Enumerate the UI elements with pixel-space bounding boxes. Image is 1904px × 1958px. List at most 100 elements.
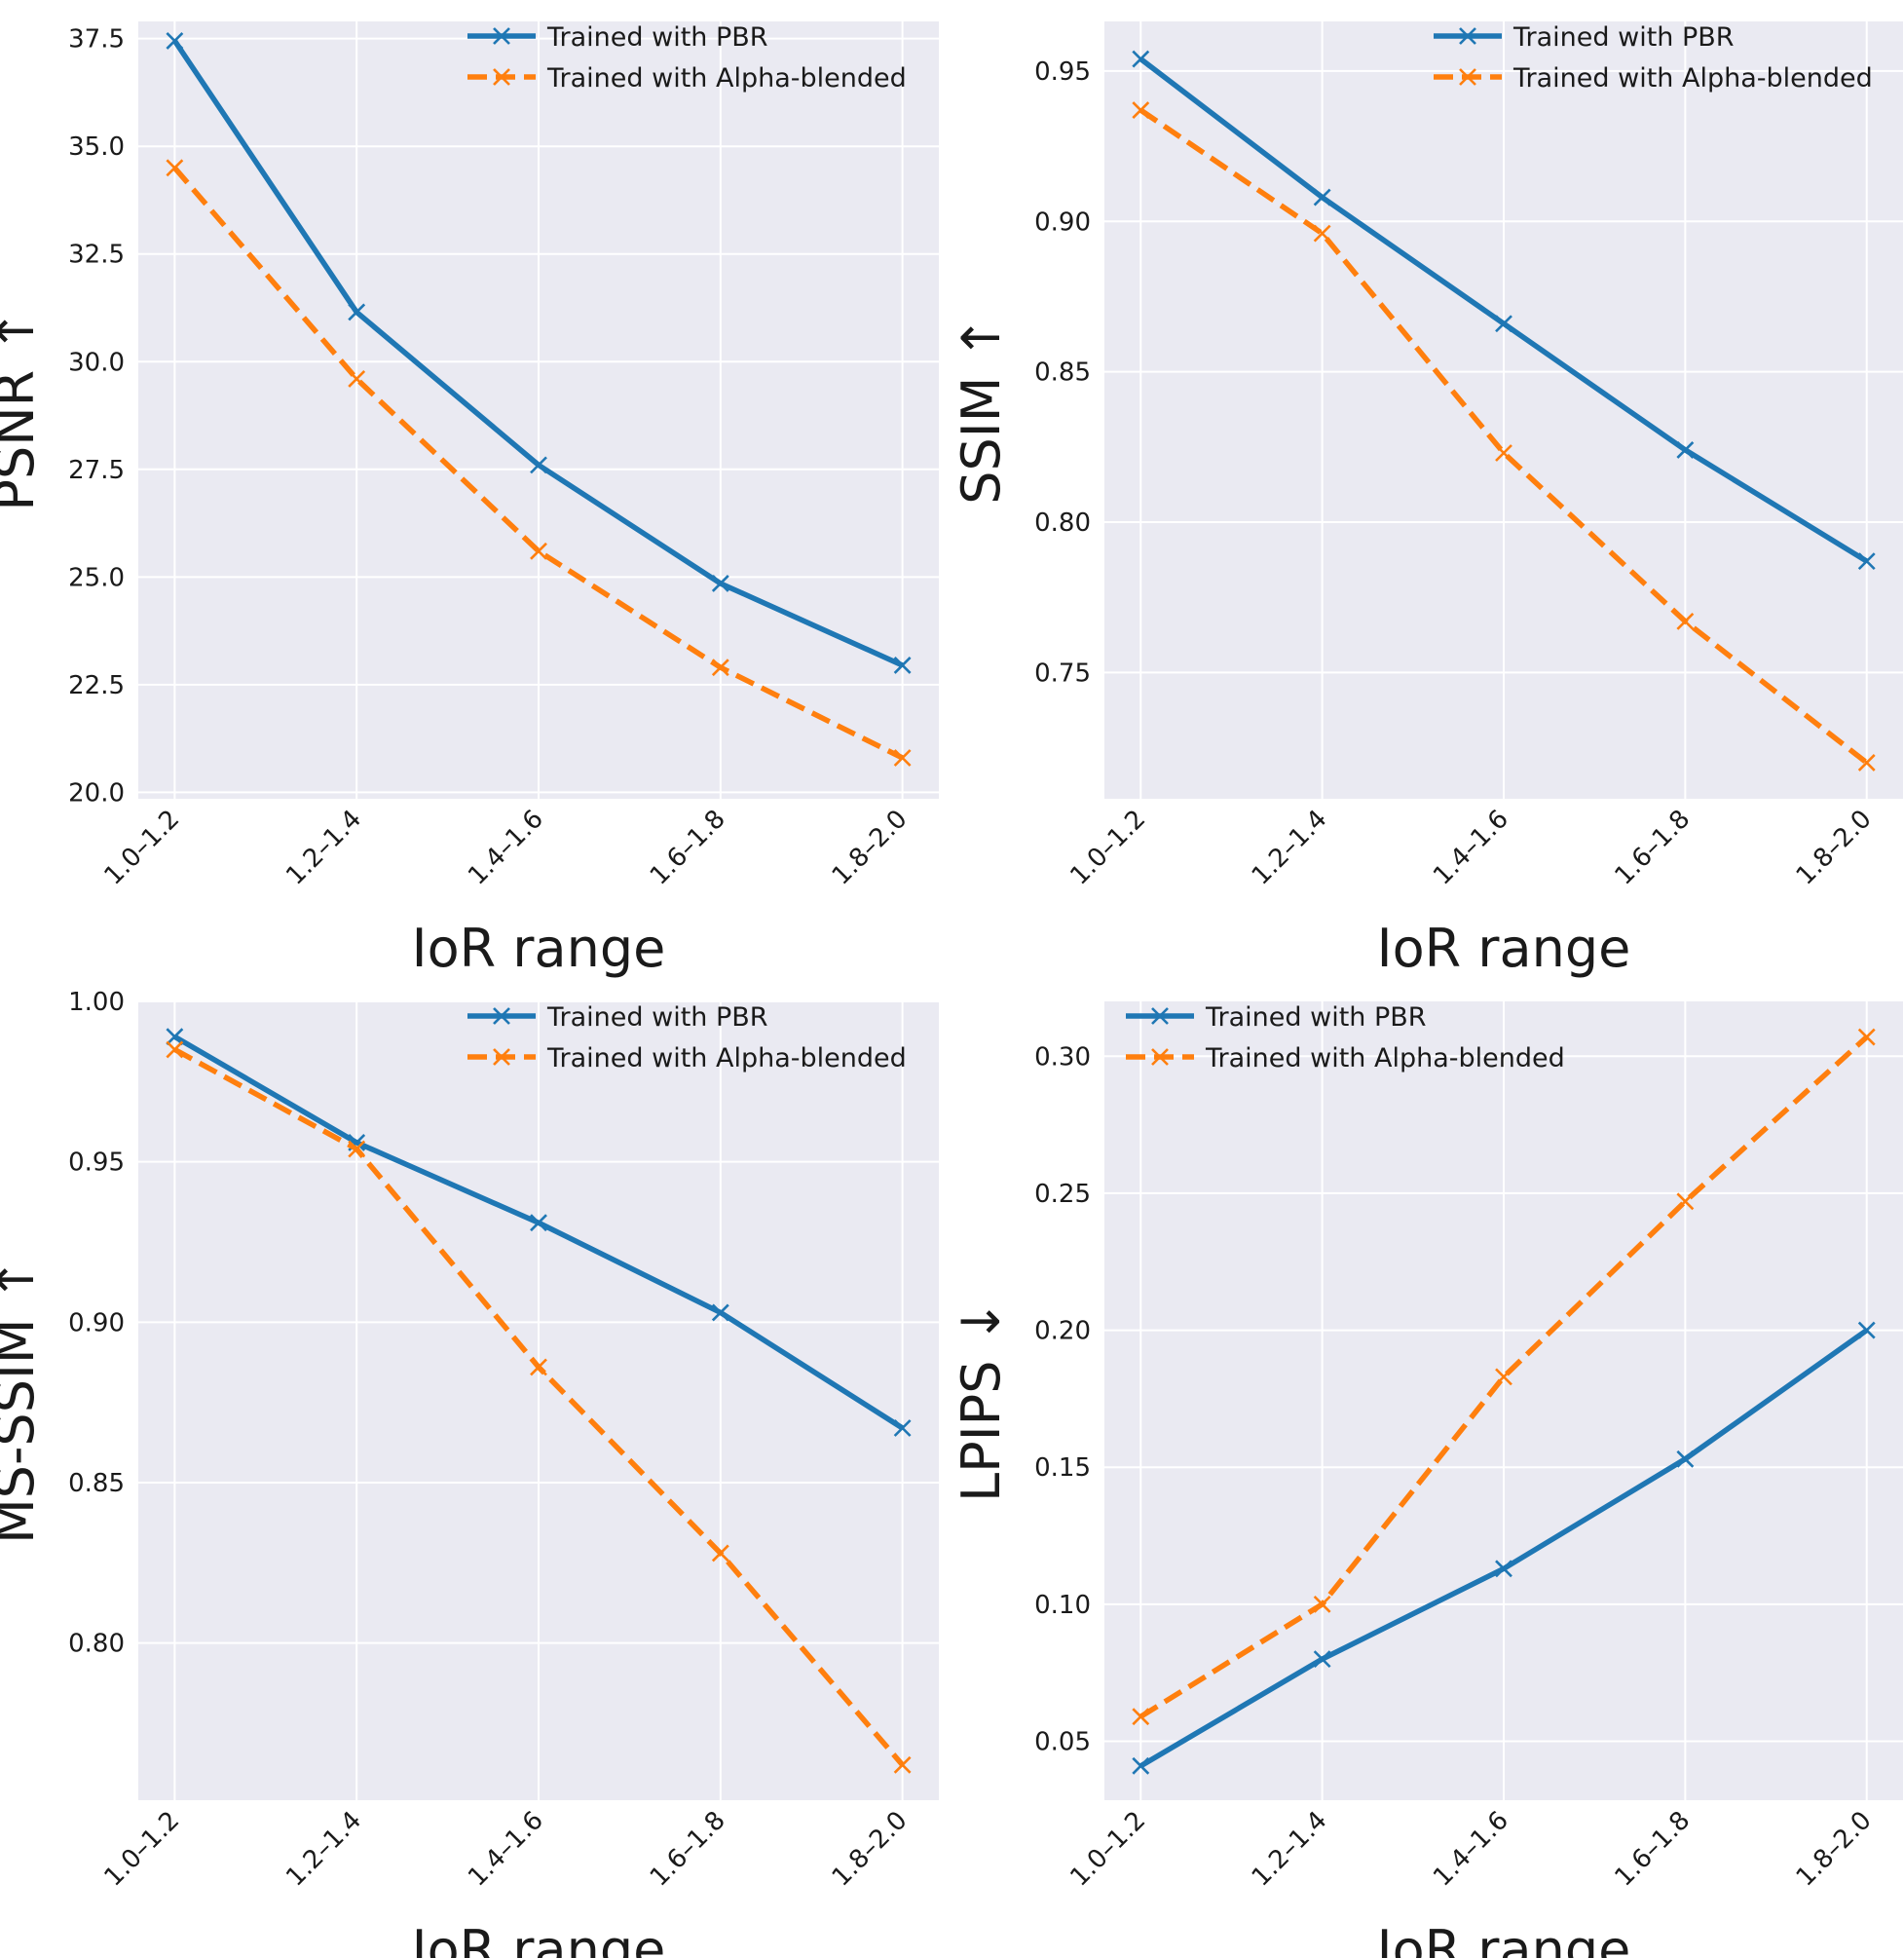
psnr-series	[166, 31, 912, 767]
ssim-alpha-point	[1132, 101, 1150, 119]
lpips-xtick-label: 1.8–2.0	[1791, 1806, 1878, 1893]
psnr-alpha-point	[166, 159, 184, 177]
ssim-alpha-point	[1495, 444, 1512, 462]
lpips-legend-pbr-label: Trained with PBR	[1205, 1002, 1427, 1033]
psnr-alpha-point	[711, 659, 729, 677]
psnr-legend-alpha-marker	[493, 68, 510, 86]
ssim-panel: 0.75 0.80 0.85 0.90 0.95 1.0–1.2 1.2–1.4 1.4–1…	[951, 21, 1903, 979]
ssim-legend-alpha-label: Trained with Alpha-blended	[1512, 63, 1873, 94]
ms-ssim-series	[166, 1028, 912, 1774]
lpips-panel: 0.050.100.150.200.250.30 1.0–1.2 1.2–1.4 1…	[951, 1001, 1903, 1958]
psnr-ytick-label: 30.0	[68, 348, 125, 377]
ms-ssim-xtick-label: 1.4–1.6	[463, 1806, 549, 1893]
lpips-pbr-point	[1676, 1450, 1695, 1468]
ms-ssim-y-axis: 0.80 0.85 0.90 0.95 1.00	[68, 988, 125, 1659]
psnr-pbr-point	[530, 456, 547, 474]
ms-ssim-panel: 0.80 0.85 0.90 0.95 1.00 1.0–1.2 1.2–1.4 1.4–1…	[0, 988, 939, 1958]
ms-ssim-alpha-point	[530, 1358, 547, 1376]
lpips-series	[1132, 1028, 1876, 1775]
ssim-ytick-label: 0.90	[1034, 207, 1091, 237]
psnr-ytick-label: 32.5	[68, 241, 125, 270]
lpips-alpha-point	[1857, 1028, 1876, 1046]
ssim-ytick-label: 0.85	[1034, 358, 1091, 388]
lpips-legend-alpha-label: Trained with Alpha-blended	[1205, 1043, 1565, 1073]
ssim-ytick-label: 0.95	[1034, 57, 1091, 87]
ssim-ytick-label: 0.80	[1034, 508, 1091, 538]
psnr-legend-pbr-label: Trained with PBR	[546, 22, 768, 53]
psnr-ytick-label: 20.0	[68, 778, 125, 808]
ms-ssim-xtick-label: 1.0–1.2	[98, 1806, 185, 1893]
psnr-xtick-label: 1.8–2.0	[827, 805, 914, 891]
ssim-x-axis: 1.0–1.2 1.2–1.4 1.4–1.6 1.6–1.8 1.8–2.0	[1064, 805, 1877, 891]
lpips-alpha-point	[1495, 1368, 1512, 1386]
lpips-legend-pbr-marker	[1151, 1007, 1169, 1025]
ms-ssim-pbr-point	[530, 1214, 547, 1232]
ssim-legend-pbr-marker	[1459, 27, 1476, 45]
ms-ssim-ytick-label: 0.90	[68, 1308, 125, 1337]
ssim-legend-pbr-label: Trained with PBR	[1512, 22, 1735, 53]
psnr-legend: Trained with PBR Trained with Alpha-blen…	[467, 22, 907, 94]
lpips-gridlines	[1104, 1001, 1903, 1800]
ms-ssim-legend-pbr-label: Trained with PBR	[546, 1002, 768, 1033]
ms-ssim-gridlines	[138, 1000, 939, 1800]
psnr-ytick-label: 37.5	[68, 25, 125, 55]
lpips-alpha-point	[1676, 1192, 1695, 1211]
psnr-panel: 20.0 22.5 25.0 27.5 30.0 32.5 35.0 37.5 1.0–1.2…	[0, 21, 939, 979]
lpips-xtick-label: 1.2–1.4	[1247, 1806, 1333, 1893]
lpips-ytick-label: 0.05	[1034, 1728, 1091, 1757]
psnr-pbr-point	[893, 657, 912, 674]
ms-ssim-legend-pbr-marker	[493, 1007, 510, 1025]
lpips-y-axis-label: LPIPS ↓	[951, 1299, 1012, 1502]
ssim-x-axis-label: IoR range	[1377, 918, 1631, 979]
ssim-pbr-point	[1313, 188, 1331, 207]
ssim-alpha-point	[1676, 612, 1695, 630]
ms-ssim-ytick-label: 0.95	[68, 1148, 125, 1178]
ssim-y-axis-label: SSIM ↑	[951, 316, 1012, 504]
psnr-xtick-label: 1.2–1.4	[280, 805, 367, 891]
psnr-x-axis: 1.0–1.2 1.2–1.4 1.4–1.6 1.6–1.8 1.8–2.0	[98, 805, 913, 891]
ssim-pbr-point	[1132, 50, 1150, 68]
lpips-xtick-label: 1.4–1.6	[1428, 1806, 1514, 1893]
psnr-xtick-label: 1.6–1.8	[645, 805, 731, 891]
ssim-xtick-label: 1.2–1.4	[1247, 805, 1333, 891]
psnr-legend-alpha-label: Trained with Alpha-blended	[546, 63, 907, 94]
ms-ssim-alpha-point	[711, 1544, 729, 1563]
ms-ssim-xtick-label: 1.2–1.4	[280, 1806, 367, 1893]
lpips-ytick-label: 0.25	[1034, 1180, 1091, 1209]
psnr-pbr-point	[166, 31, 184, 50]
psnr-gridlines	[138, 21, 939, 799]
ssim-gridlines	[1104, 21, 1903, 799]
lpips-x-axis: 1.0–1.2 1.2–1.4 1.4–1.6 1.6–1.8 1.8–2.0	[1064, 1806, 1877, 1893]
ms-ssim-x-axis: 1.0–1.2 1.2–1.4 1.4–1.6 1.6–1.8 1.8–2.0	[98, 1806, 913, 1893]
ms-ssim-ytick-label: 0.80	[68, 1630, 125, 1659]
lpips-pbr-point	[1857, 1321, 1876, 1339]
ms-ssim-ytick-label: 0.85	[68, 1469, 125, 1498]
ssim-alpha-point	[1857, 754, 1876, 772]
ms-ssim-pbr-point	[711, 1303, 729, 1322]
ssim-legend-alpha-marker	[1459, 68, 1476, 86]
ssim-y-axis: 0.75 0.80 0.85 0.90 0.95	[1034, 57, 1091, 688]
psnr-pbr-point	[348, 303, 366, 321]
lpips-ytick-label: 0.10	[1034, 1591, 1091, 1620]
ms-ssim-x-axis-label: IoR range	[412, 1919, 666, 1958]
ms-ssim-pbr-point	[166, 1028, 184, 1046]
lpips-pbr-point	[1132, 1756, 1150, 1775]
ssim-xtick-label: 1.6–1.8	[1609, 805, 1696, 891]
psnr-alpha-point	[348, 370, 366, 388]
ssim-pbr-point	[1676, 440, 1695, 459]
lpips-pbr-point	[1495, 1560, 1512, 1578]
ssim-pbr-point	[1857, 552, 1876, 571]
ms-ssim-xtick-label: 1.8–2.0	[827, 1806, 914, 1893]
lpips-alpha-line	[1139, 1035, 1869, 1719]
psnr-ytick-label: 25.0	[68, 563, 125, 592]
lpips-legend-alpha-marker	[1151, 1048, 1169, 1066]
ms-ssim-legend: Trained with PBR Trained with Alpha-blen…	[467, 1002, 907, 1073]
ms-ssim-pbr-point	[893, 1419, 912, 1437]
ssim-xtick-label: 1.4–1.6	[1428, 805, 1514, 891]
psnr-ytick-label: 27.5	[68, 456, 125, 485]
lpips-ytick-label: 0.20	[1034, 1317, 1091, 1346]
ssim-series	[1132, 50, 1876, 772]
psnr-ytick-label: 35.0	[68, 132, 125, 162]
lpips-alpha-point	[1132, 1708, 1150, 1726]
